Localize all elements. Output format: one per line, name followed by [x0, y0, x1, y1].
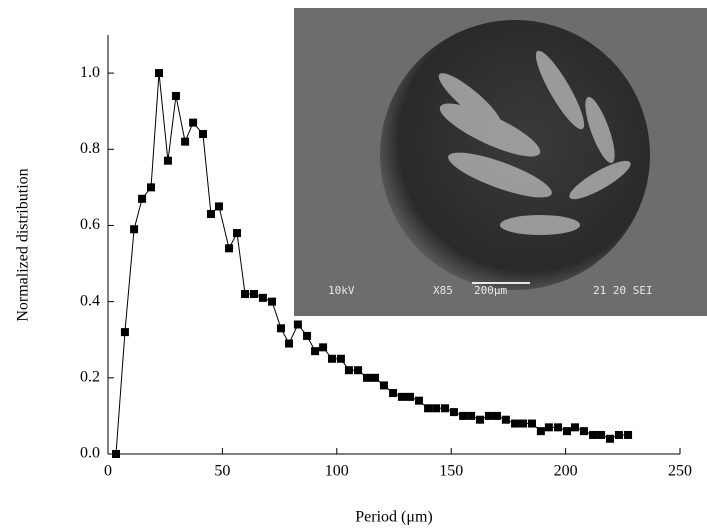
data-point [371, 373, 380, 382]
inset-label: X85 [433, 284, 453, 297]
data-point [579, 427, 588, 436]
data-point [147, 183, 156, 192]
y-tick-label: 0.0 [80, 445, 100, 462]
data-point [171, 91, 180, 100]
data-point [189, 118, 198, 127]
data-point [414, 396, 423, 405]
data-point [476, 415, 485, 424]
data-point [181, 137, 190, 146]
data-point [562, 427, 571, 436]
data-point [311, 347, 320, 356]
data-point [336, 354, 345, 363]
x-tick-label: 0 [104, 463, 112, 480]
data-point [449, 408, 458, 417]
inset-label: 21 20 SEI [593, 284, 653, 297]
data-point [327, 354, 336, 363]
data-point [268, 297, 277, 306]
data-point [570, 423, 579, 432]
data-point [214, 202, 223, 211]
x-axis-label: Period (μm) [355, 509, 432, 526]
data-point [614, 430, 623, 439]
data-point [276, 324, 285, 333]
data-point [432, 404, 441, 413]
data-point [389, 389, 398, 398]
data-point [527, 419, 536, 428]
data-point [554, 423, 563, 432]
data-point [379, 381, 388, 390]
data-point [225, 244, 234, 253]
data-point [354, 366, 363, 375]
data-point [284, 339, 293, 348]
data-point [484, 411, 493, 420]
data-point [249, 290, 258, 299]
data-point [198, 130, 207, 139]
data-point [467, 411, 476, 420]
data-point [206, 210, 215, 219]
data-point [441, 404, 450, 413]
x-tick-label: 200 [554, 463, 578, 480]
data-point [233, 229, 242, 238]
data-point [605, 434, 614, 443]
y-tick-label: 0.8 [80, 140, 100, 157]
data-point [492, 411, 501, 420]
data-point [120, 328, 129, 337]
data-point [363, 373, 372, 382]
x-tick-label: 150 [439, 463, 463, 480]
data-point [258, 293, 267, 302]
data-point [597, 430, 606, 439]
data-point [624, 430, 633, 439]
sem-inset: 10kV X85 200μm 21 20 SEI [294, 8, 707, 316]
data-point [293, 320, 302, 329]
x-tick-label: 250 [668, 463, 692, 480]
data-point [112, 450, 121, 458]
x-tick-label: 100 [325, 463, 349, 480]
data-point [459, 411, 468, 420]
data-point [511, 419, 520, 428]
data-point [319, 343, 328, 352]
data-point [241, 290, 250, 299]
data-point [424, 404, 433, 413]
data-point [398, 392, 407, 401]
data-point [344, 366, 353, 375]
y-axis-label: Normalized distribution [15, 168, 32, 321]
data-point [536, 427, 545, 436]
y-tick-label: 0.4 [80, 292, 100, 309]
y-tick-label: 0.2 [80, 368, 100, 385]
data-point [406, 392, 415, 401]
y-tick-label: 1.0 [80, 64, 100, 81]
y-tick-label: 0.6 [80, 216, 100, 233]
data-point [163, 156, 172, 165]
data-point [138, 194, 147, 203]
inset-label: 200μm [474, 284, 507, 297]
data-point [130, 225, 139, 234]
data-point [501, 415, 510, 424]
x-tick-label: 50 [214, 463, 230, 480]
data-point [544, 423, 553, 432]
data-point [589, 430, 598, 439]
data-point [303, 331, 312, 340]
data-point [155, 69, 164, 78]
inset-crystals [438, 50, 631, 235]
data-point [519, 419, 528, 428]
inset-label: 10kV [328, 284, 355, 297]
